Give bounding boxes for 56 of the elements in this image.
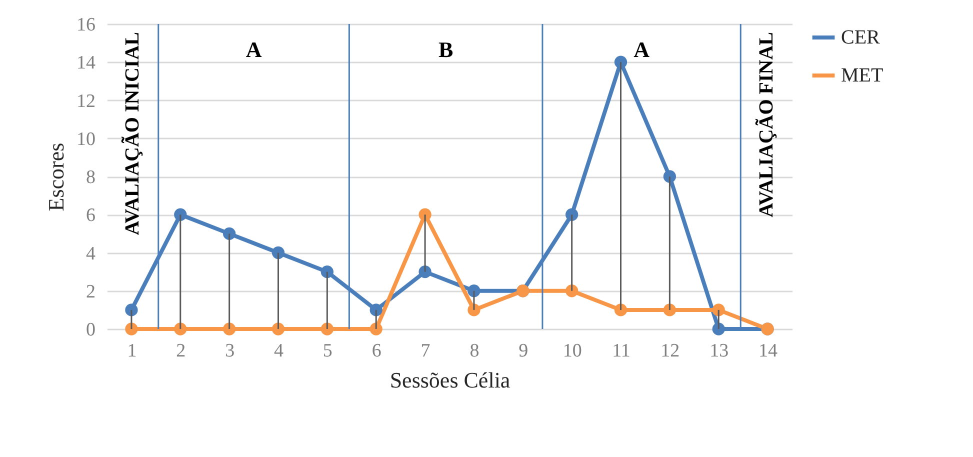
x-tick-label: 4 (274, 340, 284, 362)
x-tick-label: 3 (225, 340, 235, 362)
point (663, 170, 676, 183)
point (370, 304, 382, 316)
point (565, 284, 578, 298)
annotation: AVALIAÇÃO INICIAL (120, 32, 144, 236)
point (125, 304, 138, 316)
x-tick-label: 13 (710, 340, 729, 362)
y-tick-label: 4 (86, 243, 96, 264)
point (565, 208, 578, 221)
x-tick-label: 9 (518, 340, 528, 362)
legend-label: CER (841, 26, 881, 48)
point (174, 208, 187, 221)
point (272, 322, 285, 336)
point (418, 266, 432, 278)
point (222, 227, 236, 240)
x-tick-label: 14 (758, 340, 778, 362)
x-tick-label: 2 (176, 340, 186, 362)
point (222, 322, 236, 336)
point (370, 322, 382, 336)
point (663, 304, 676, 316)
point (272, 246, 285, 260)
y-tick-label: 10 (76, 128, 96, 150)
x-tick-label: 5 (322, 340, 332, 362)
point (468, 284, 480, 298)
point (418, 208, 432, 221)
annotation: AVALIAÇÃO FINAL (754, 32, 778, 218)
point (125, 322, 138, 336)
point (174, 322, 187, 336)
y-axis-title: Escores (44, 142, 68, 212)
point (614, 56, 628, 68)
point (468, 304, 480, 316)
point (320, 322, 334, 336)
y-tick-label: 8 (86, 167, 96, 188)
point (712, 322, 725, 336)
x-tick-label: 8 (470, 340, 480, 362)
point (320, 266, 334, 278)
y-tick-label: 14 (76, 52, 96, 74)
y-tick-label: 0 (86, 320, 96, 340)
x-tick-label: 7 (420, 340, 430, 362)
y-tick-label: 12 (76, 90, 96, 112)
x-tick-label: 11 (612, 340, 630, 362)
point (614, 304, 628, 316)
x-tick-label: 1 (127, 340, 137, 362)
legend-label: MET (841, 64, 884, 86)
y-tick-label: 6 (86, 205, 96, 226)
y-tick-label: 16 (76, 14, 96, 36)
x-axis-title: Sessões Célia (390, 368, 510, 392)
y-tick-label: 2 (86, 281, 96, 302)
x-tick-label: 10 (562, 340, 582, 362)
annotation: A (634, 37, 650, 62)
x-tick-label: 12 (660, 340, 680, 362)
annotation: B (438, 37, 454, 62)
point (712, 304, 725, 316)
annotation: A (246, 37, 262, 62)
x-tick-label: 6 (372, 340, 382, 362)
